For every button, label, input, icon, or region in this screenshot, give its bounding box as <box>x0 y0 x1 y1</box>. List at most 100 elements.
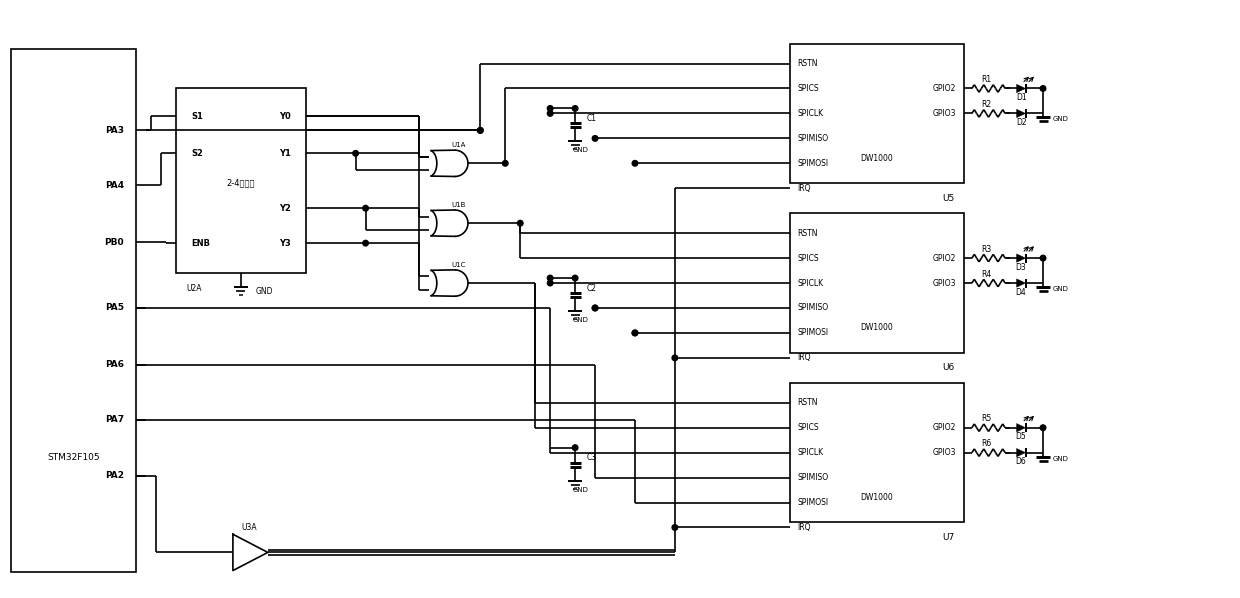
Text: U3A: U3A <box>242 523 258 532</box>
Text: GPIO2: GPIO2 <box>932 254 956 263</box>
Text: GPIO3: GPIO3 <box>932 279 956 288</box>
Bar <box>176 89 306 273</box>
Polygon shape <box>1017 84 1025 93</box>
Circle shape <box>1040 255 1045 261</box>
Text: R6: R6 <box>981 439 991 448</box>
Text: Y3: Y3 <box>279 239 290 248</box>
Text: U6: U6 <box>942 364 955 373</box>
Circle shape <box>353 151 358 156</box>
Text: U1B: U1B <box>451 202 465 208</box>
Text: SPICS: SPICS <box>797 84 820 93</box>
Text: SPIMOSI: SPIMOSI <box>797 498 828 507</box>
Text: GND: GND <box>255 286 273 295</box>
Text: PA7: PA7 <box>105 415 124 424</box>
Polygon shape <box>1017 423 1025 432</box>
Circle shape <box>573 445 578 450</box>
Text: IRQ: IRQ <box>797 353 811 362</box>
Text: GPIO2: GPIO2 <box>932 423 956 432</box>
Text: R3: R3 <box>981 245 991 254</box>
Polygon shape <box>1017 109 1025 118</box>
Text: 2-4译码器: 2-4译码器 <box>227 179 255 188</box>
Circle shape <box>672 355 678 361</box>
Polygon shape <box>1017 448 1025 457</box>
Text: RSTN: RSTN <box>797 59 818 68</box>
Text: SPIMISO: SPIMISO <box>797 303 828 313</box>
Text: GPIO3: GPIO3 <box>932 109 956 118</box>
Circle shape <box>593 305 598 311</box>
Circle shape <box>1040 425 1045 431</box>
Circle shape <box>363 240 368 246</box>
Circle shape <box>573 275 578 281</box>
Circle shape <box>1040 86 1045 91</box>
Text: R2: R2 <box>981 100 991 109</box>
Text: PA5: PA5 <box>105 303 124 313</box>
Text: Y2: Y2 <box>279 204 290 213</box>
Bar <box>790 383 965 523</box>
Text: GND: GND <box>1053 117 1069 123</box>
Text: SPICLK: SPICLK <box>797 279 823 288</box>
Text: Y1: Y1 <box>279 149 290 158</box>
Text: PB0: PB0 <box>104 237 124 246</box>
Circle shape <box>547 275 553 281</box>
Text: C1: C1 <box>587 114 598 123</box>
Text: SPIMISO: SPIMISO <box>797 134 828 143</box>
Circle shape <box>477 127 484 133</box>
Text: R4: R4 <box>981 270 991 279</box>
Text: GND: GND <box>572 487 588 493</box>
Text: D3: D3 <box>1016 263 1027 271</box>
Polygon shape <box>1017 279 1025 287</box>
Text: Y0: Y0 <box>279 112 290 121</box>
Text: GND: GND <box>572 317 588 323</box>
Text: SPICLK: SPICLK <box>797 448 823 457</box>
Text: SPIMISO: SPIMISO <box>797 473 828 482</box>
Circle shape <box>547 111 553 116</box>
Text: D5: D5 <box>1016 432 1027 441</box>
Circle shape <box>593 136 598 141</box>
Text: C2: C2 <box>587 283 598 292</box>
Circle shape <box>632 160 637 166</box>
Text: SPICS: SPICS <box>797 254 820 263</box>
Bar <box>11 48 136 572</box>
Circle shape <box>363 206 368 211</box>
Circle shape <box>502 160 508 166</box>
Text: U5: U5 <box>942 194 955 203</box>
Text: U1C: U1C <box>451 262 465 268</box>
Text: RSTN: RSTN <box>797 398 818 407</box>
Circle shape <box>632 330 637 335</box>
Text: DW1000: DW1000 <box>861 324 893 332</box>
Text: D1: D1 <box>1016 93 1027 102</box>
Text: IRQ: IRQ <box>797 523 811 532</box>
Text: SPIMOSI: SPIMOSI <box>797 159 828 168</box>
Text: SPICS: SPICS <box>797 423 820 432</box>
Text: IRQ: IRQ <box>797 184 811 193</box>
Text: STM32F105: STM32F105 <box>47 453 100 462</box>
Circle shape <box>672 524 678 530</box>
Circle shape <box>547 106 553 111</box>
Polygon shape <box>1017 254 1025 263</box>
Text: R5: R5 <box>981 414 991 423</box>
Text: SPIMOSI: SPIMOSI <box>797 328 828 337</box>
Text: PA6: PA6 <box>105 361 124 370</box>
Text: GPIO3: GPIO3 <box>932 448 956 457</box>
Text: U2A: U2A <box>186 283 202 292</box>
Text: ENB: ENB <box>191 239 210 248</box>
Text: GND: GND <box>572 147 588 153</box>
Text: GND: GND <box>1053 456 1069 462</box>
Circle shape <box>517 221 523 226</box>
Text: SPICLK: SPICLK <box>797 109 823 118</box>
Text: U1A: U1A <box>451 142 465 148</box>
Text: C3: C3 <box>587 453 598 462</box>
Text: D2: D2 <box>1016 118 1027 127</box>
Circle shape <box>547 280 553 286</box>
Circle shape <box>477 127 484 133</box>
Text: R1: R1 <box>981 75 991 84</box>
Text: RSTN: RSTN <box>797 228 818 237</box>
Text: U7: U7 <box>942 533 955 542</box>
Text: PA4: PA4 <box>105 181 124 190</box>
Circle shape <box>593 305 598 311</box>
Text: GND: GND <box>1053 286 1069 292</box>
Text: DW1000: DW1000 <box>861 493 893 502</box>
Text: GPIO2: GPIO2 <box>932 84 956 93</box>
Circle shape <box>573 106 578 111</box>
Bar <box>790 213 965 353</box>
